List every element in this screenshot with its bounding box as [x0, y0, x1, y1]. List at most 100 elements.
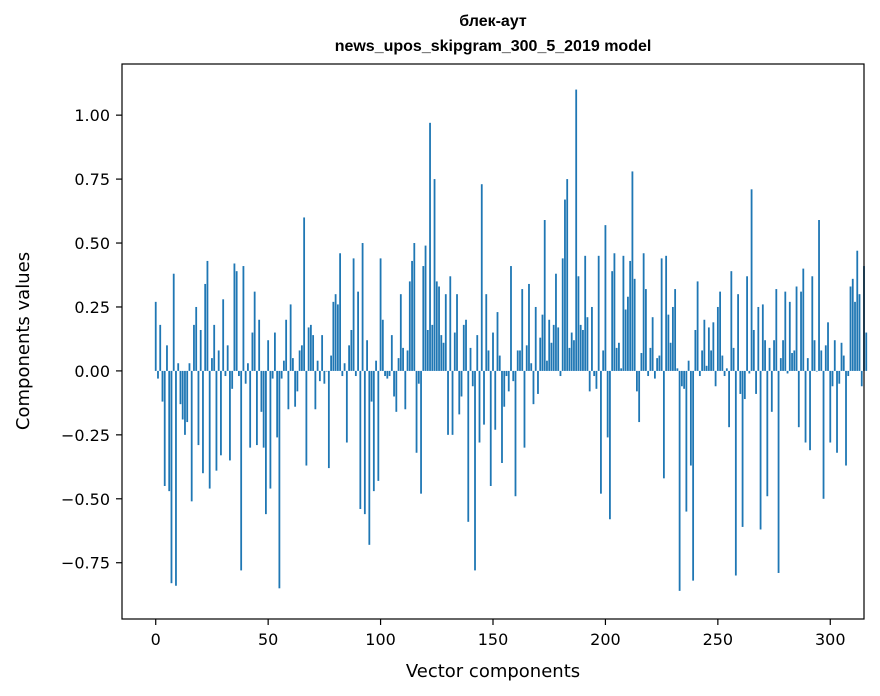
bar-216	[640, 353, 643, 371]
bar-225	[660, 258, 663, 371]
bar-316	[865, 332, 868, 371]
bar-92	[361, 243, 364, 371]
bar-268	[757, 306, 760, 371]
bar-146	[483, 370, 485, 425]
bar-160	[514, 370, 517, 497]
bar-229	[669, 342, 672, 371]
bar-14	[186, 370, 189, 423]
bar-74	[321, 335, 324, 371]
bar-59	[287, 370, 290, 410]
bar-149	[489, 370, 492, 486]
bar-273	[768, 347, 771, 371]
bar-162	[519, 350, 521, 371]
bar-147	[485, 294, 488, 371]
bar-2	[159, 324, 162, 371]
bar-142	[474, 370, 476, 571]
bar-239	[692, 370, 695, 581]
bar-96	[370, 370, 373, 402]
bar-17	[193, 324, 195, 371]
bar-305	[840, 342, 843, 371]
bar-252	[721, 355, 724, 371]
bar-311	[854, 301, 856, 371]
bar-126	[438, 286, 440, 371]
bar-94	[366, 340, 368, 371]
bar-174	[546, 360, 548, 371]
bar-235	[683, 370, 686, 389]
bar-232	[676, 368, 679, 371]
x-tick-label-300: 300	[815, 630, 846, 649]
bar-116	[415, 370, 418, 453]
bar-128	[442, 342, 445, 371]
bar-22	[204, 283, 207, 371]
bar-64	[298, 350, 301, 371]
bar-63	[296, 370, 299, 392]
bar-119	[422, 266, 425, 371]
bar-210	[627, 296, 629, 371]
bar-260	[739, 370, 742, 394]
bar-5	[166, 345, 168, 371]
bar-190	[582, 329, 584, 371]
bar-200	[604, 225, 607, 371]
bar-93	[363, 370, 366, 515]
bar-228	[667, 314, 670, 371]
bar-77	[327, 370, 330, 469]
bar-277	[777, 370, 780, 573]
bars-group	[154, 89, 868, 591]
bar-15	[188, 363, 191, 371]
bar-300	[829, 370, 832, 443]
bar-161	[516, 350, 519, 371]
bar-269	[759, 370, 762, 530]
bar-289	[804, 370, 807, 443]
bar-224	[658, 355, 661, 371]
bar-21	[202, 370, 204, 474]
bar-11	[179, 370, 182, 405]
bar-237	[687, 360, 690, 371]
bar-91	[359, 370, 362, 510]
bar-66	[303, 217, 306, 371]
bar-306	[842, 355, 845, 371]
bar-152	[496, 312, 499, 371]
bar-8	[172, 273, 175, 371]
bar-84	[343, 363, 346, 371]
bar-124	[433, 179, 436, 371]
bar-238	[689, 370, 692, 466]
bar-7	[170, 370, 173, 584]
bar-85	[345, 370, 348, 443]
bar-177	[552, 324, 555, 371]
bar-287	[800, 291, 802, 371]
bar-58	[285, 319, 288, 371]
bar-82	[339, 253, 341, 371]
bar-80	[334, 294, 337, 371]
y-tick-label-7: 1.00	[74, 106, 110, 125]
bar-202	[609, 370, 611, 520]
bar-99	[377, 370, 380, 481]
bar-179	[557, 327, 560, 371]
bar-56	[280, 370, 283, 379]
bar-227	[665, 255, 668, 371]
bar-279	[782, 340, 784, 371]
bar-31	[224, 370, 227, 377]
bar-33	[229, 370, 231, 461]
bar-256	[730, 271, 733, 371]
bar-29	[220, 370, 222, 456]
bar-294	[815, 370, 818, 372]
bar-173	[543, 220, 546, 371]
y-tick-label-5: 0.50	[74, 234, 110, 253]
bar-195	[593, 370, 596, 377]
bar-113	[408, 281, 411, 371]
bar-18	[195, 306, 198, 371]
bar-134	[456, 294, 458, 371]
bar-76	[325, 370, 328, 372]
x-tick-label-200: 200	[590, 630, 621, 649]
bar-245	[705, 365, 708, 371]
bar-250	[716, 306, 719, 371]
x-tick-label-50: 50	[258, 630, 278, 649]
bar-65	[300, 345, 303, 371]
bar-302	[833, 340, 836, 371]
bar-205	[615, 347, 618, 371]
bar-101	[381, 319, 384, 371]
bar-299	[827, 322, 829, 371]
y-tick-label-1: −0.50	[61, 490, 110, 509]
bar-188	[577, 276, 580, 371]
